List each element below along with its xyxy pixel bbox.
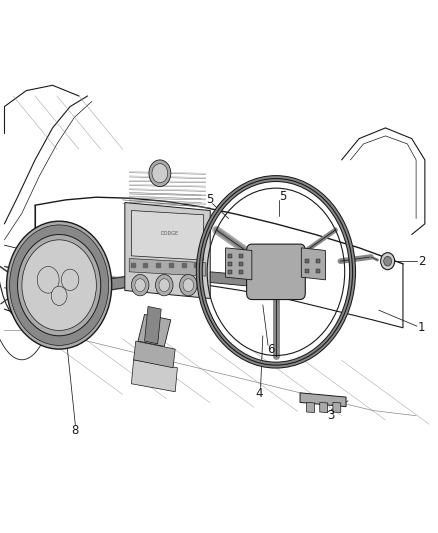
- Circle shape: [22, 240, 96, 330]
- Circle shape: [384, 256, 392, 266]
- Circle shape: [149, 160, 171, 187]
- Text: 3: 3: [327, 409, 334, 422]
- Polygon shape: [131, 360, 177, 392]
- Text: 4: 4: [255, 387, 263, 400]
- Text: 6: 6: [267, 343, 275, 356]
- Circle shape: [381, 253, 395, 270]
- Polygon shape: [138, 314, 171, 346]
- Polygon shape: [145, 306, 161, 344]
- Polygon shape: [247, 259, 274, 274]
- Circle shape: [183, 279, 194, 292]
- FancyBboxPatch shape: [247, 244, 305, 300]
- Circle shape: [152, 164, 168, 183]
- Polygon shape: [125, 203, 210, 298]
- Polygon shape: [226, 248, 252, 280]
- Polygon shape: [300, 393, 346, 407]
- Circle shape: [7, 221, 112, 349]
- Polygon shape: [134, 341, 175, 368]
- Circle shape: [135, 279, 145, 292]
- Polygon shape: [210, 272, 279, 289]
- Polygon shape: [333, 402, 341, 413]
- Circle shape: [51, 286, 67, 305]
- Circle shape: [10, 225, 109, 345]
- Circle shape: [18, 235, 101, 336]
- Circle shape: [159, 279, 170, 292]
- Text: 8: 8: [72, 424, 79, 437]
- Polygon shape: [131, 211, 204, 260]
- Text: 1: 1: [418, 321, 426, 334]
- Text: 5: 5: [279, 190, 286, 203]
- Circle shape: [131, 274, 149, 296]
- Circle shape: [37, 266, 59, 293]
- Text: 2: 2: [418, 255, 426, 268]
- Polygon shape: [129, 259, 206, 276]
- Polygon shape: [301, 248, 325, 280]
- Polygon shape: [105, 272, 158, 290]
- Circle shape: [155, 274, 173, 296]
- Circle shape: [61, 269, 79, 290]
- Polygon shape: [320, 402, 328, 413]
- Polygon shape: [307, 402, 314, 413]
- Text: 5: 5: [207, 193, 214, 206]
- Text: DODGE: DODGE: [161, 231, 179, 236]
- Circle shape: [180, 274, 197, 296]
